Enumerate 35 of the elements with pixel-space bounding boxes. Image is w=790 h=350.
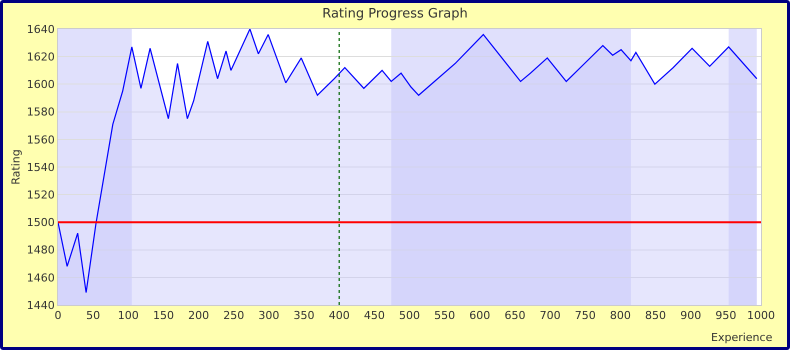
x-tick-label: 150 [152, 309, 174, 322]
x-tick-label: 200 [188, 309, 210, 322]
x-tick-label: 450 [364, 309, 385, 322]
y-tick-label: 1580 [26, 106, 55, 119]
x-tick-label: 1000 [747, 309, 775, 322]
x-tick-label: 650 [504, 309, 526, 322]
y-tick-label: 1520 [26, 188, 55, 202]
x-tick-label: 600 [469, 309, 490, 322]
x-tick-label: 50 [86, 309, 100, 322]
x-tick-label: 250 [223, 309, 244, 322]
x-tick-label: 350 [294, 309, 315, 322]
x-tick-label: 100 [118, 309, 139, 322]
y-tick-label: 1480 [26, 244, 55, 257]
y-tick-label: 1560 [26, 133, 55, 146]
x-axis-title: Experience [711, 331, 773, 344]
y-tick-label: 1640 [26, 22, 55, 36]
x-tick-label: 800 [610, 309, 631, 322]
x-tick-label: 550 [434, 309, 456, 322]
x-tick-label: 750 [574, 309, 596, 322]
x-tick-label: 300 [258, 309, 280, 322]
x-tick-label: 900 [680, 309, 702, 322]
x-tick-label: 0 [54, 309, 62, 322]
x-tick-label: 950 [715, 309, 736, 322]
x-tick-label: 500 [399, 309, 420, 322]
y-tick-label: 1620 [26, 50, 55, 64]
chart-title: Rating Progress Graph [322, 6, 468, 22]
x-tick-label: 400 [328, 309, 350, 322]
y-tick-label: 1460 [26, 271, 55, 284]
y-axis-title: Rating [9, 149, 22, 185]
x-tick-label: 700 [540, 309, 561, 322]
y-tick-label: 1440 [26, 298, 55, 312]
y-tick-label: 1600 [26, 78, 55, 92]
x-tick-label: 850 [645, 309, 666, 322]
y-tick-label: 1540 [26, 160, 55, 174]
y-tick-label: 1500 [26, 216, 55, 230]
